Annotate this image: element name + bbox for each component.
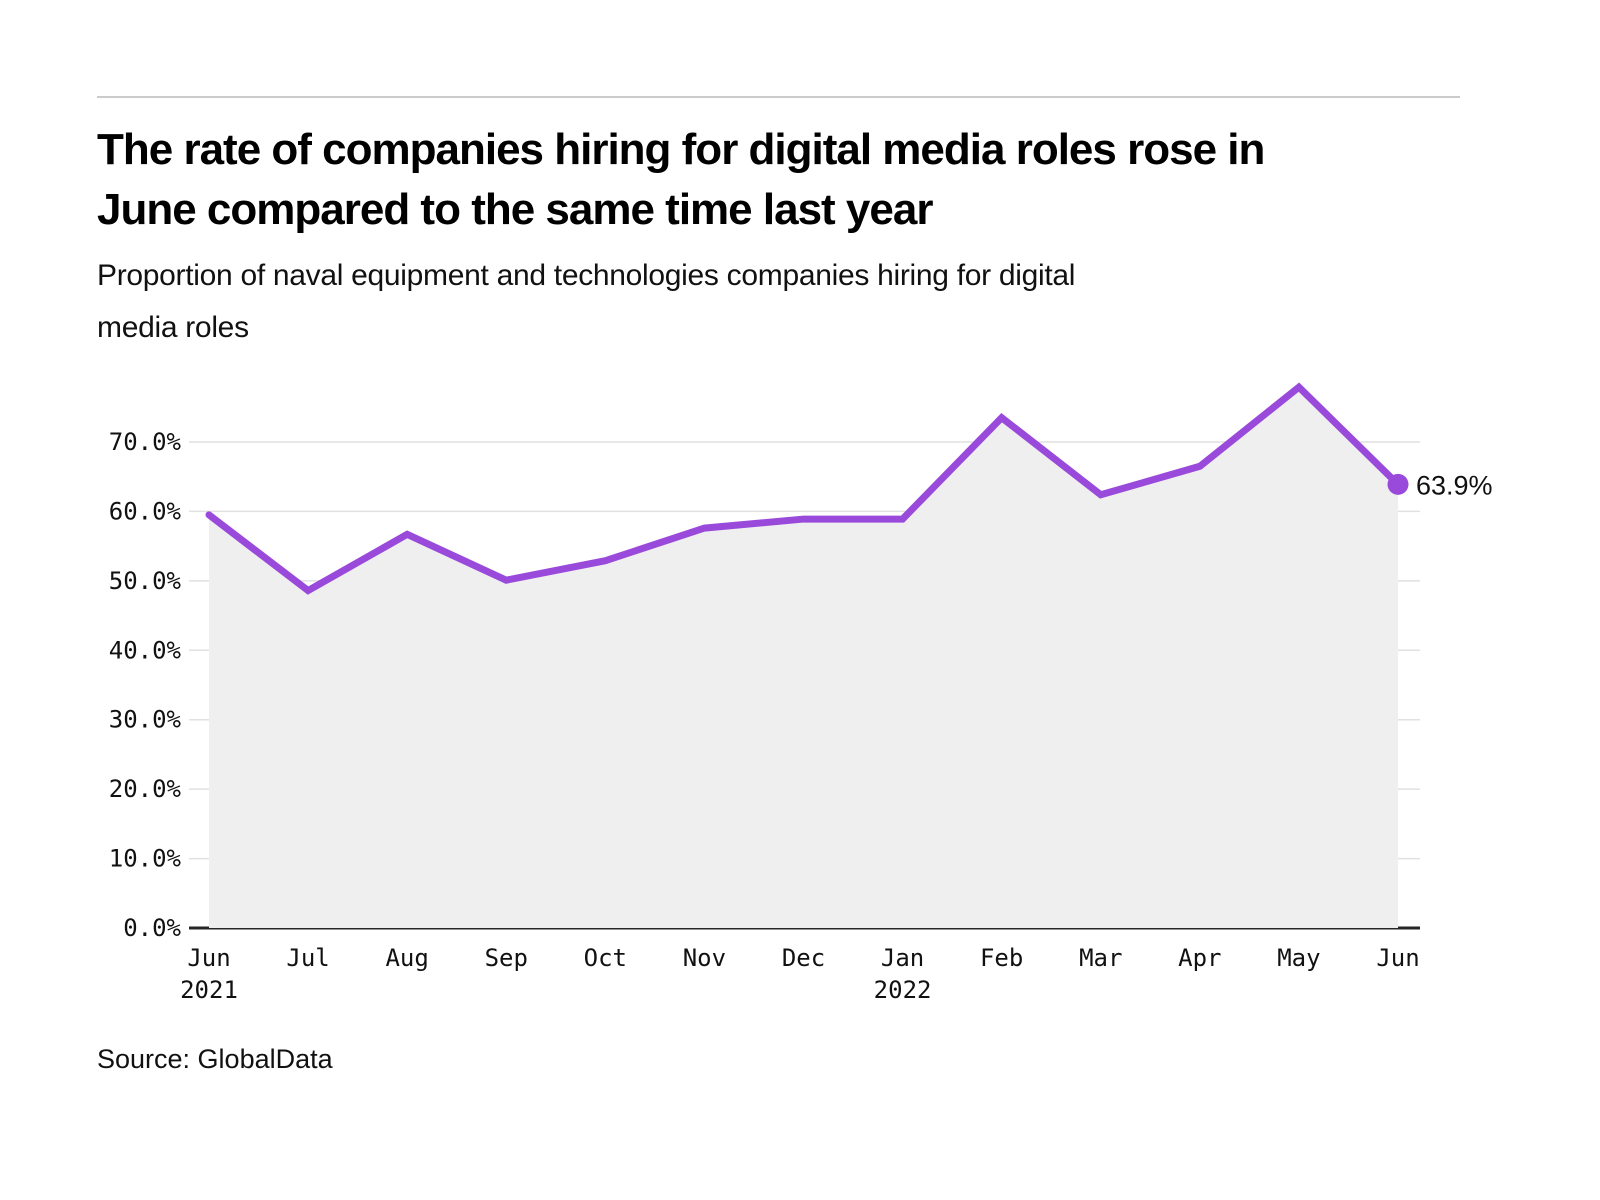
series-line — [205, 382, 1402, 595]
series-area-fill — [209, 387, 1398, 928]
x-tick-year-label: 2021 — [180, 976, 238, 1004]
x-tick-label: May — [1277, 944, 1320, 972]
end-point-value-label: 63.9% — [1416, 470, 1493, 500]
y-axis-labels: 0.0% 10.0% 20.0% 30.0% 40.0% 50.0% 60.0% 70.0% — [109, 428, 182, 942]
chart-subtitle: Proportion of naval equipment and techno… — [97, 250, 1497, 354]
x-tick-label: Sep — [485, 944, 528, 972]
x-tick-label: Aug — [385, 944, 428, 972]
y-tick-label: 70.0% — [109, 428, 182, 456]
chart-subtitle-line-2: media roles — [97, 311, 249, 344]
page-title-line-2: June compared to the same time last year — [97, 185, 933, 234]
x-tick-label: Jul — [286, 944, 329, 972]
page-title: The rate of companies hiring for digital… — [97, 120, 1497, 240]
y-tick-label: 30.0% — [109, 706, 182, 734]
x-tick-label: Jun — [187, 944, 230, 972]
x-tick-year-label: 2022 — [874, 976, 932, 1004]
y-tick-label: 10.0% — [109, 845, 182, 873]
y-tick-label: 0.0% — [123, 914, 181, 942]
x-tick-label: Jun — [1376, 944, 1419, 972]
x-tick-label: Jan — [881, 944, 924, 972]
top-divider-rule — [97, 96, 1460, 98]
x-tick-label: Feb — [980, 944, 1023, 972]
x-tick-label: Apr — [1178, 944, 1221, 972]
chart-subtitle-line-1: Proportion of naval equipment and techno… — [97, 259, 1076, 292]
y-tick-label: 50.0% — [109, 567, 182, 595]
x-tick-label: Oct — [584, 944, 627, 972]
x-tick-label: Mar — [1079, 944, 1122, 972]
end-point-marker — [1387, 473, 1409, 495]
x-tick-label: Dec — [782, 944, 825, 972]
y-tick-label: 40.0% — [109, 636, 182, 664]
x-tick-label: Nov — [683, 944, 726, 972]
source-text: Source: GlobalData — [97, 1044, 333, 1074]
page-title-line-1: The rate of companies hiring for digital… — [97, 125, 1265, 174]
y-tick-label: 20.0% — [109, 775, 182, 803]
y-tick-label: 60.0% — [109, 497, 182, 525]
x-axis-labels: Jun 2021 Jul Aug Sep Oct Nov Dec Jan 2022 Feb Mar Ap… — [180, 944, 1420, 1004]
